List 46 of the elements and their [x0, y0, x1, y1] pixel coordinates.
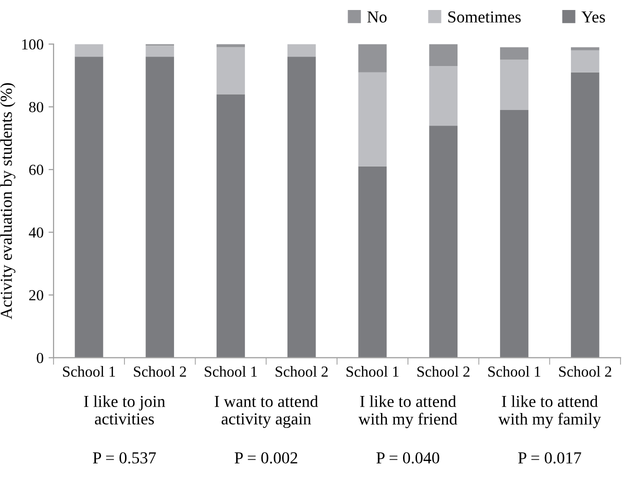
bar	[429, 44, 458, 66]
text: P = 0.002	[234, 452, 298, 464]
bar	[570, 47, 600, 50]
x-tick-label: School 2	[417, 366, 470, 377]
bar	[570, 72, 600, 358]
y-tick-label: 20	[29, 290, 44, 300]
bar	[570, 50, 600, 72]
bar	[358, 166, 387, 358]
bar	[146, 46, 174, 57]
bar	[429, 66, 458, 126]
text: P = 0.017	[518, 452, 582, 464]
x-tick-label: School 2	[134, 366, 186, 377]
legend-label: Yes	[581, 12, 605, 23]
bar	[216, 94, 245, 358]
bar	[500, 47, 528, 60]
bar	[287, 44, 316, 57]
x-tick-label: School 1	[346, 366, 399, 377]
x-tick-label: School 2	[276, 366, 328, 377]
bar	[216, 47, 245, 94]
bar	[146, 56, 174, 358]
text: P = 0.537	[92, 452, 156, 464]
y-tick-label: 60	[29, 164, 44, 175]
text: P = 0.040	[376, 452, 440, 464]
x-tick-label: School 2	[559, 366, 612, 377]
x-tick-label: School 1	[63, 366, 116, 377]
bar	[74, 56, 104, 358]
text: I like to attend with my friend	[358, 395, 458, 428]
y-tick-label: 80	[29, 102, 44, 112]
x-tick-label: School 1	[204, 366, 257, 377]
bar	[500, 60, 528, 110]
bar	[358, 72, 387, 166]
bar	[429, 126, 458, 358]
text: I want to attend activity again	[214, 395, 318, 428]
legend-label: Sometimes	[448, 11, 521, 23]
bar	[500, 110, 528, 358]
legend-label: No	[367, 12, 387, 23]
text: I like to attend with my family	[498, 395, 601, 428]
x-tick-label: School 1	[488, 366, 540, 377]
y-tick-label: 0	[36, 352, 44, 364]
text: I like to join activities	[84, 395, 166, 424]
y-tick-label: 100	[22, 39, 44, 50]
y-tick-label: 40	[28, 227, 44, 238]
y-axis-title: Activity evaluation by students (%)	[0, 83, 16, 320]
bar	[74, 44, 104, 57]
bar	[358, 44, 387, 72]
bar	[287, 56, 316, 358]
